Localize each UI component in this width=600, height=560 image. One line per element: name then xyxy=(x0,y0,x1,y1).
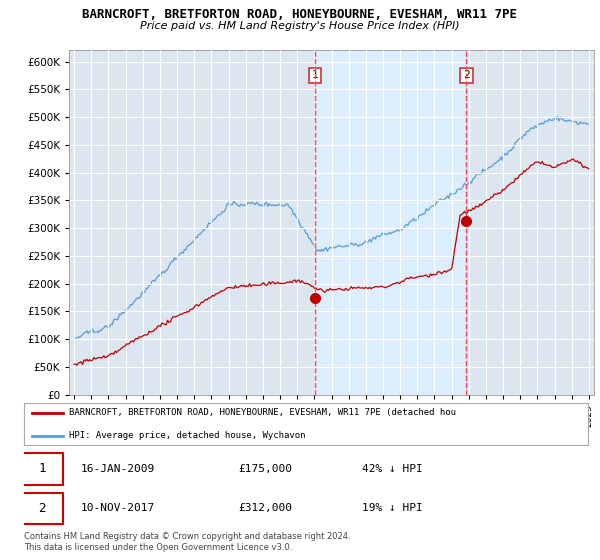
Text: 10-NOV-2017: 10-NOV-2017 xyxy=(80,503,155,513)
Text: 42% ↓ HPI: 42% ↓ HPI xyxy=(362,464,423,474)
Bar xyxy=(315,50,466,395)
Text: Price paid vs. HM Land Registry's House Price Index (HPI): Price paid vs. HM Land Registry's House … xyxy=(140,21,460,31)
FancyBboxPatch shape xyxy=(21,493,64,524)
Text: HPI: Average price, detached house, Wychavon: HPI: Average price, detached house, Wych… xyxy=(69,431,305,440)
Text: 1: 1 xyxy=(311,71,319,81)
FancyBboxPatch shape xyxy=(21,454,64,484)
Text: £175,000: £175,000 xyxy=(238,464,292,474)
Text: 1: 1 xyxy=(38,463,46,475)
Text: 2: 2 xyxy=(463,71,470,81)
Text: 16-JAN-2009: 16-JAN-2009 xyxy=(80,464,155,474)
Text: £312,000: £312,000 xyxy=(238,503,292,513)
Text: Contains HM Land Registry data © Crown copyright and database right 2024.
This d: Contains HM Land Registry data © Crown c… xyxy=(24,532,350,552)
Text: BARNCROFT, BRETFORTON ROAD, HONEYBOURNE, EVESHAM, WR11 7PE: BARNCROFT, BRETFORTON ROAD, HONEYBOURNE,… xyxy=(83,8,517,21)
Text: 19% ↓ HPI: 19% ↓ HPI xyxy=(362,503,423,513)
Text: 2: 2 xyxy=(38,502,46,515)
Text: BARNCROFT, BRETFORTON ROAD, HONEYBOURNE, EVESHAM, WR11 7PE (detached hou: BARNCROFT, BRETFORTON ROAD, HONEYBOURNE,… xyxy=(69,408,456,417)
